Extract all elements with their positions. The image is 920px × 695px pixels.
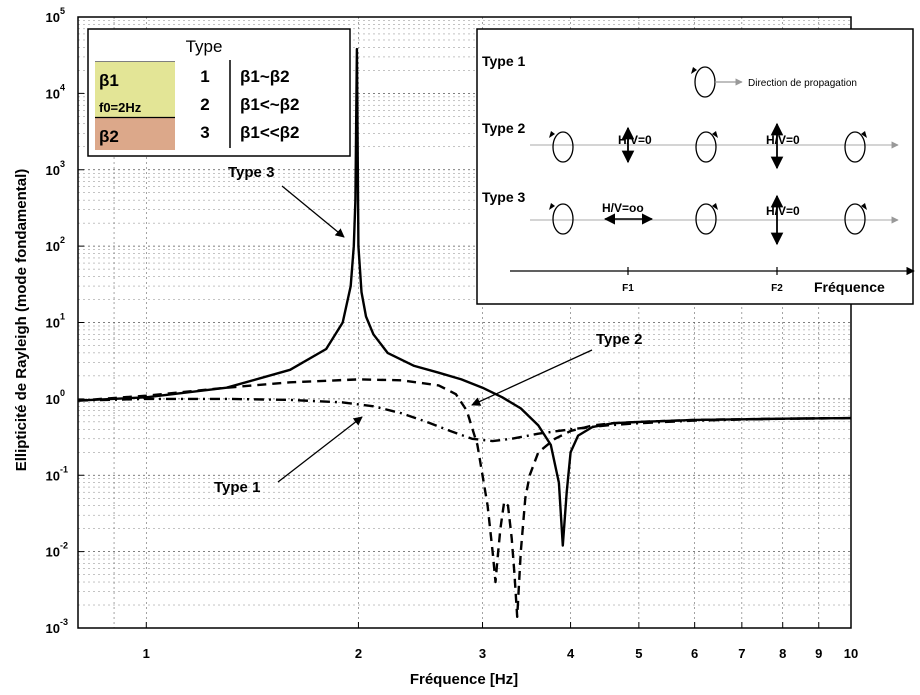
orbit-rotation-icon bbox=[549, 131, 555, 138]
orbit-rotation-icon bbox=[549, 203, 555, 210]
inset-row-label-type3: Type 3 bbox=[482, 189, 526, 205]
hv-zero-label-3: H/V=0 bbox=[766, 204, 800, 218]
y-tick-label: 10 bbox=[46, 163, 60, 178]
orbit-icon bbox=[552, 131, 574, 163]
x-tick-label: 3 bbox=[479, 646, 486, 661]
inset-frequency-label: Fréquence bbox=[814, 279, 885, 295]
legend-row-1-cond: β1~β2 bbox=[240, 67, 290, 86]
hv-zero-label-1: H/V=0 bbox=[618, 133, 652, 147]
inset-row-label-type2: Type 2 bbox=[482, 120, 526, 136]
x-tick-label: 2 bbox=[355, 646, 362, 661]
layer2-swatch bbox=[95, 118, 175, 150]
hv-inf-label: H/V=oo bbox=[602, 201, 644, 215]
orbit-rotation-icon bbox=[712, 131, 718, 138]
y-tick-label: 10 bbox=[46, 545, 60, 560]
y-tick-label: 10 bbox=[46, 468, 60, 483]
y-tick-label: 10 bbox=[46, 392, 60, 407]
y-tick-label: 10 bbox=[46, 316, 60, 331]
f1-label: F1 bbox=[622, 283, 634, 294]
y-tick-exponent: -1 bbox=[60, 464, 68, 474]
annotation-type2: Type 2 bbox=[596, 331, 642, 348]
legend-row-2-cond: β1<~β2 bbox=[240, 95, 300, 114]
orbit-icon bbox=[552, 203, 574, 235]
annotation-type1-arrow bbox=[277, 416, 363, 483]
x-axis-label: Fréquence [Hz] bbox=[410, 671, 518, 688]
orbit-icon bbox=[695, 203, 717, 235]
x-tick-label: 7 bbox=[738, 646, 745, 661]
legend-row-3-cond: β1<<β2 bbox=[240, 123, 300, 142]
y-tick-exponent: 2 bbox=[60, 235, 65, 245]
y-tick-exponent: 3 bbox=[60, 159, 65, 169]
annotations: Type 3 Type 2 Type 1 bbox=[214, 164, 642, 496]
orbit-icon bbox=[695, 131, 717, 163]
f0-label: f0=2Hz bbox=[99, 100, 142, 115]
orbit-icon bbox=[844, 203, 866, 235]
legend-row-2-num: 2 bbox=[200, 95, 209, 114]
legend-table: Type β1 f0=2Hz β2 1 β1~β2 2 β1<~β2 3 β1<… bbox=[87, 28, 351, 157]
y-axis-label: Ellipticité de Rayleigh (mode fondamenta… bbox=[13, 169, 30, 472]
layer1-swatch bbox=[95, 62, 175, 117]
inset-diagram: Type 1 Type 2 Type 3 Direction de propag… bbox=[476, 28, 915, 305]
y-tick-label: 10 bbox=[46, 10, 60, 25]
x-tick-label: 10 bbox=[844, 646, 858, 661]
annotation-type3-arrow bbox=[281, 185, 345, 238]
legend-title: Type bbox=[186, 37, 223, 56]
x-tick-label: 6 bbox=[691, 646, 698, 661]
y-tick-exponent: 5 bbox=[60, 6, 65, 16]
direction-label: Direction de propagation bbox=[748, 78, 857, 89]
series-line-type1 bbox=[78, 397, 851, 443]
y-tick-label: 10 bbox=[46, 86, 60, 101]
f2-label: F2 bbox=[771, 283, 783, 294]
x-tick-label: 1 bbox=[143, 646, 150, 661]
legend-row-3-num: 3 bbox=[200, 123, 209, 142]
hv-zero-label-2: H/V=0 bbox=[766, 133, 800, 147]
layer2-label: β2 bbox=[99, 127, 119, 146]
x-tick-label: 4 bbox=[567, 646, 575, 661]
inset-box bbox=[476, 28, 914, 305]
curves bbox=[78, 47, 851, 618]
orbit-rotation-icon bbox=[861, 131, 867, 138]
annotation-type1: Type 1 bbox=[214, 479, 260, 496]
y-tick-exponent: -3 bbox=[60, 617, 68, 627]
x-tick-label: 8 bbox=[779, 646, 786, 661]
layer1-label: β1 bbox=[99, 71, 119, 90]
y-tick-exponent: -2 bbox=[60, 541, 68, 551]
orbit-rotation-icon bbox=[691, 67, 697, 74]
annotation-type2-arrow bbox=[471, 349, 593, 406]
y-tick-exponent: 4 bbox=[60, 82, 65, 92]
annotation-type3: Type 3 bbox=[228, 164, 274, 181]
x-tick-label: 9 bbox=[815, 646, 822, 661]
legend-row-1-num: 1 bbox=[200, 67, 209, 86]
orbit-rotation-icon bbox=[712, 203, 718, 210]
y-tick-label: 10 bbox=[46, 239, 60, 254]
grid bbox=[77, 17, 852, 629]
y-tick-exponent: 0 bbox=[60, 388, 65, 398]
y-tick-label: 10 bbox=[46, 621, 60, 636]
orbit-rotation-icon bbox=[861, 203, 867, 210]
series-line-type2 bbox=[78, 378, 851, 618]
inset-row-label-type1: Type 1 bbox=[482, 53, 526, 69]
x-tick-label: 5 bbox=[635, 646, 642, 661]
y-tick-exponent: 1 bbox=[60, 312, 65, 322]
orbit-icon bbox=[844, 131, 866, 163]
